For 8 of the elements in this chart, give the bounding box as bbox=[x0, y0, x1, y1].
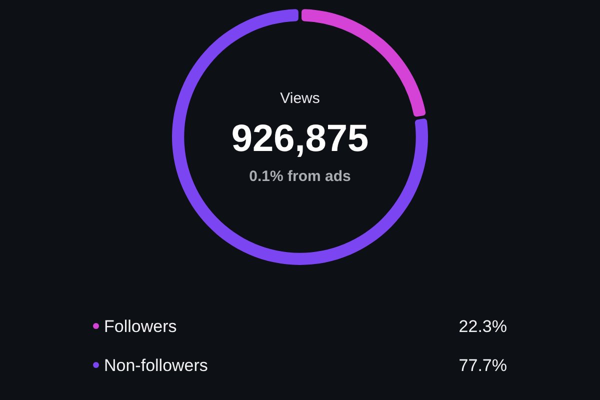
data-label: 22.3% bbox=[458, 317, 507, 336]
text: Views bbox=[280, 90, 320, 107]
text: 926,875 bbox=[231, 118, 369, 160]
data-label: 77.7% bbox=[458, 356, 507, 375]
legend-label: Non-followers bbox=[104, 356, 208, 375]
text: 0.1% from ads bbox=[249, 168, 351, 185]
legend-label: Followers bbox=[104, 317, 177, 336]
donut-slice bbox=[172, 9, 428, 265]
